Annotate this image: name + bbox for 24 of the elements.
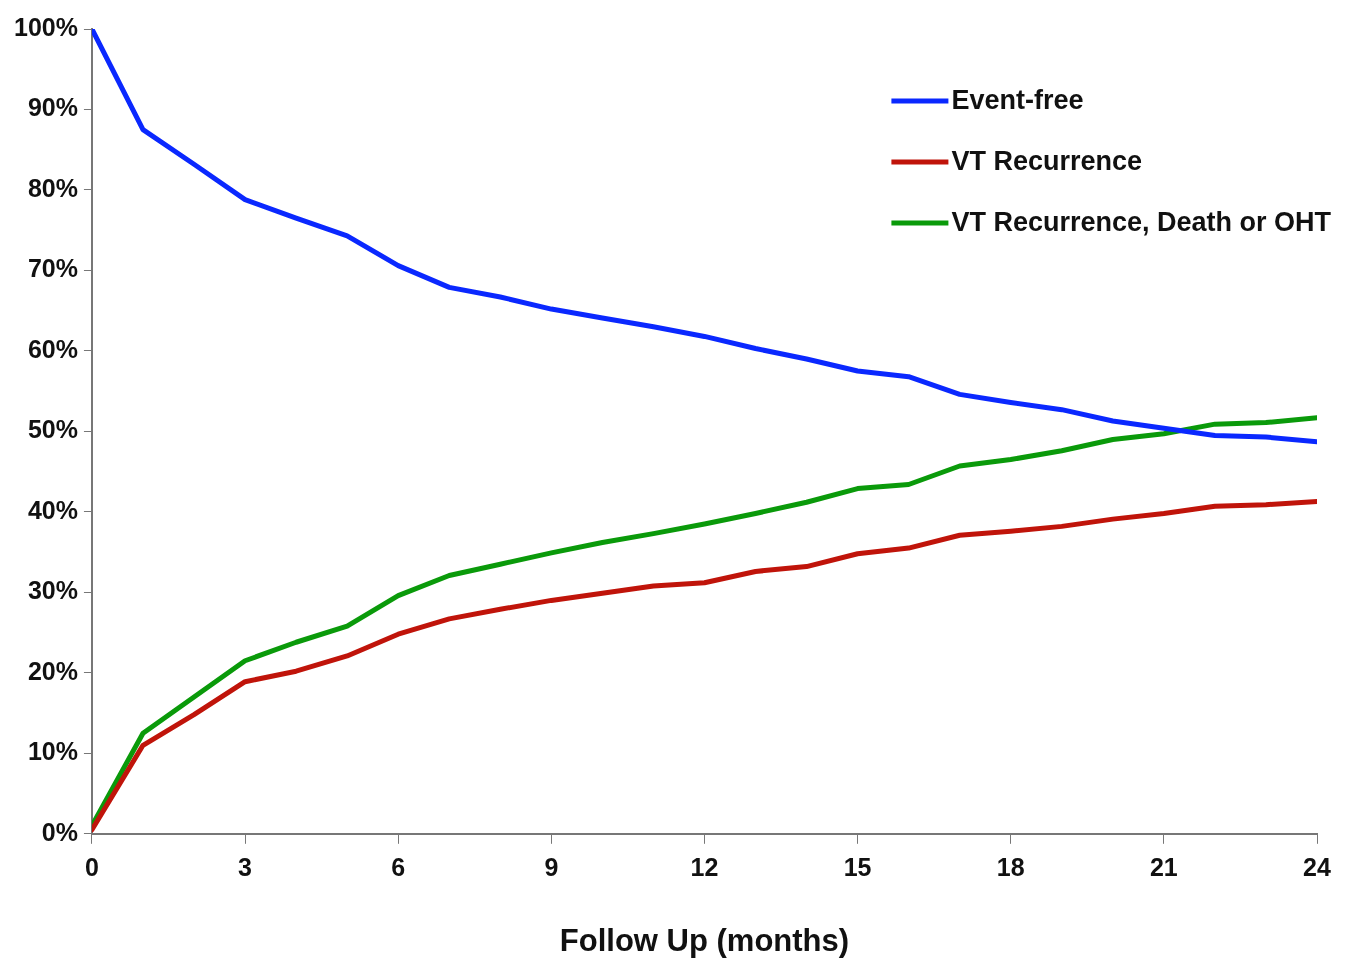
- x-tick-label: 3: [238, 852, 253, 881]
- x-tick-label: 24: [1303, 852, 1331, 881]
- legend-label: VT Recurrence, Death or OHT: [951, 207, 1332, 238]
- x-tick-label: 9: [544, 852, 559, 881]
- y-tick-label: 100%: [13, 12, 78, 41]
- y-tick-label: 50%: [27, 415, 78, 444]
- x-tick-label: 18: [996, 852, 1025, 881]
- x-tick-label: 12: [690, 852, 719, 881]
- y-tick-label: 40%: [27, 495, 78, 524]
- x-tick-label: 21: [1149, 852, 1178, 881]
- x-axis-title: Follow Up (months): [559, 922, 850, 958]
- y-tick-label: 20%: [27, 656, 78, 685]
- y-tick-label: 90%: [27, 93, 78, 122]
- y-tick-label: 80%: [27, 173, 78, 202]
- y-tick-label: 30%: [27, 576, 78, 605]
- y-tick-label: 70%: [27, 254, 78, 283]
- legend-label: VT Recurrence: [951, 146, 1142, 177]
- y-tick-label: 0%: [41, 817, 78, 846]
- x-tick-label: 0: [84, 852, 99, 881]
- y-tick-label: 10%: [27, 737, 78, 766]
- legend-label: Event-free: [951, 85, 1084, 116]
- y-tick-label: 60%: [27, 334, 78, 363]
- x-tick-label: 15: [843, 852, 872, 881]
- x-tick-label: 6: [391, 852, 406, 881]
